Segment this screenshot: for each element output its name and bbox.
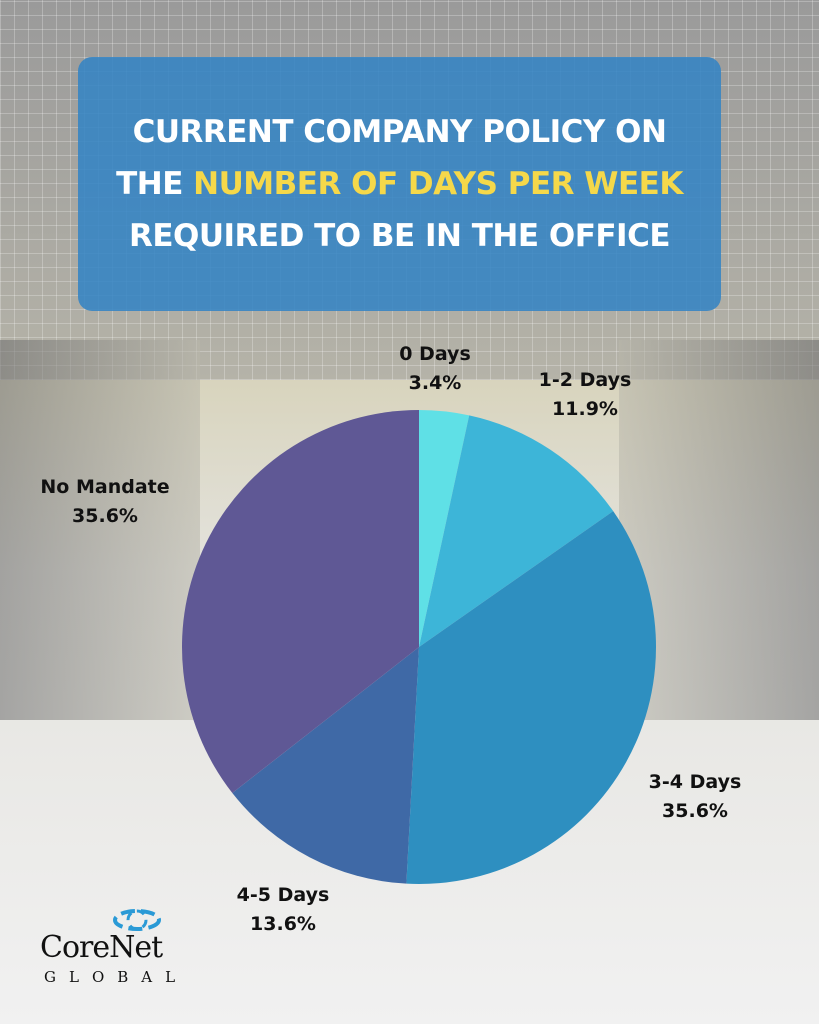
slice-label-1-2-days: 1-2 Days 11.9% xyxy=(525,366,645,424)
slice-label-value: 35.6% xyxy=(662,800,728,822)
slice-label-value: 13.6% xyxy=(250,913,316,935)
title-line-1: CURRENT COMPANY POLICY ON xyxy=(132,114,667,150)
slice-label-name: 3-4 Days xyxy=(648,771,742,793)
title-line-3: REQUIRED TO BE IN THE OFFICE xyxy=(128,218,671,254)
slice-label-name: No Mandate xyxy=(40,476,170,498)
slice-label-name: 4-5 Days xyxy=(236,884,330,906)
corenet-logo: CoreNet GLOBAL xyxy=(40,908,200,988)
slice-label-name: 0 Days xyxy=(399,343,471,365)
slice-label-value: 3.4% xyxy=(408,372,462,394)
slice-label-name: 1-2 Days xyxy=(538,369,632,391)
slice-label-3-4-days: 3-4 Days 35.6% xyxy=(630,768,760,826)
logo-subtitle: GLOBAL xyxy=(44,968,189,986)
title-highlight: NUMBER OF DAYS PER WEEK xyxy=(193,166,683,202)
pie-slice-4-5-days xyxy=(232,647,419,884)
background-wall-left xyxy=(0,340,200,720)
pie-slice-0-days xyxy=(419,410,470,647)
logo-wordmark: CoreNet xyxy=(40,930,163,965)
title-line-2: THE NUMBER OF DAYS PER WEEK xyxy=(116,158,683,210)
title-line-2-prefix: THE xyxy=(116,166,194,202)
slice-label-value: 11.9% xyxy=(552,398,618,420)
pie-slice-3-4-days xyxy=(406,511,656,884)
slice-label-no-mandate: No Mandate 35.6% xyxy=(30,473,180,531)
logo-mark-icon xyxy=(113,909,161,931)
slice-label-value: 35.6% xyxy=(72,505,138,527)
title-banner: CURRENT COMPANY POLICY ON THE NUMBER OF … xyxy=(78,57,721,311)
pie-slice-no-mandate xyxy=(182,410,419,794)
slice-label-0-days: 0 Days 3.4% xyxy=(395,340,475,398)
slice-label-4-5-days: 4-5 Days 13.6% xyxy=(218,881,348,939)
pie-slice-1-2-days xyxy=(419,415,614,647)
